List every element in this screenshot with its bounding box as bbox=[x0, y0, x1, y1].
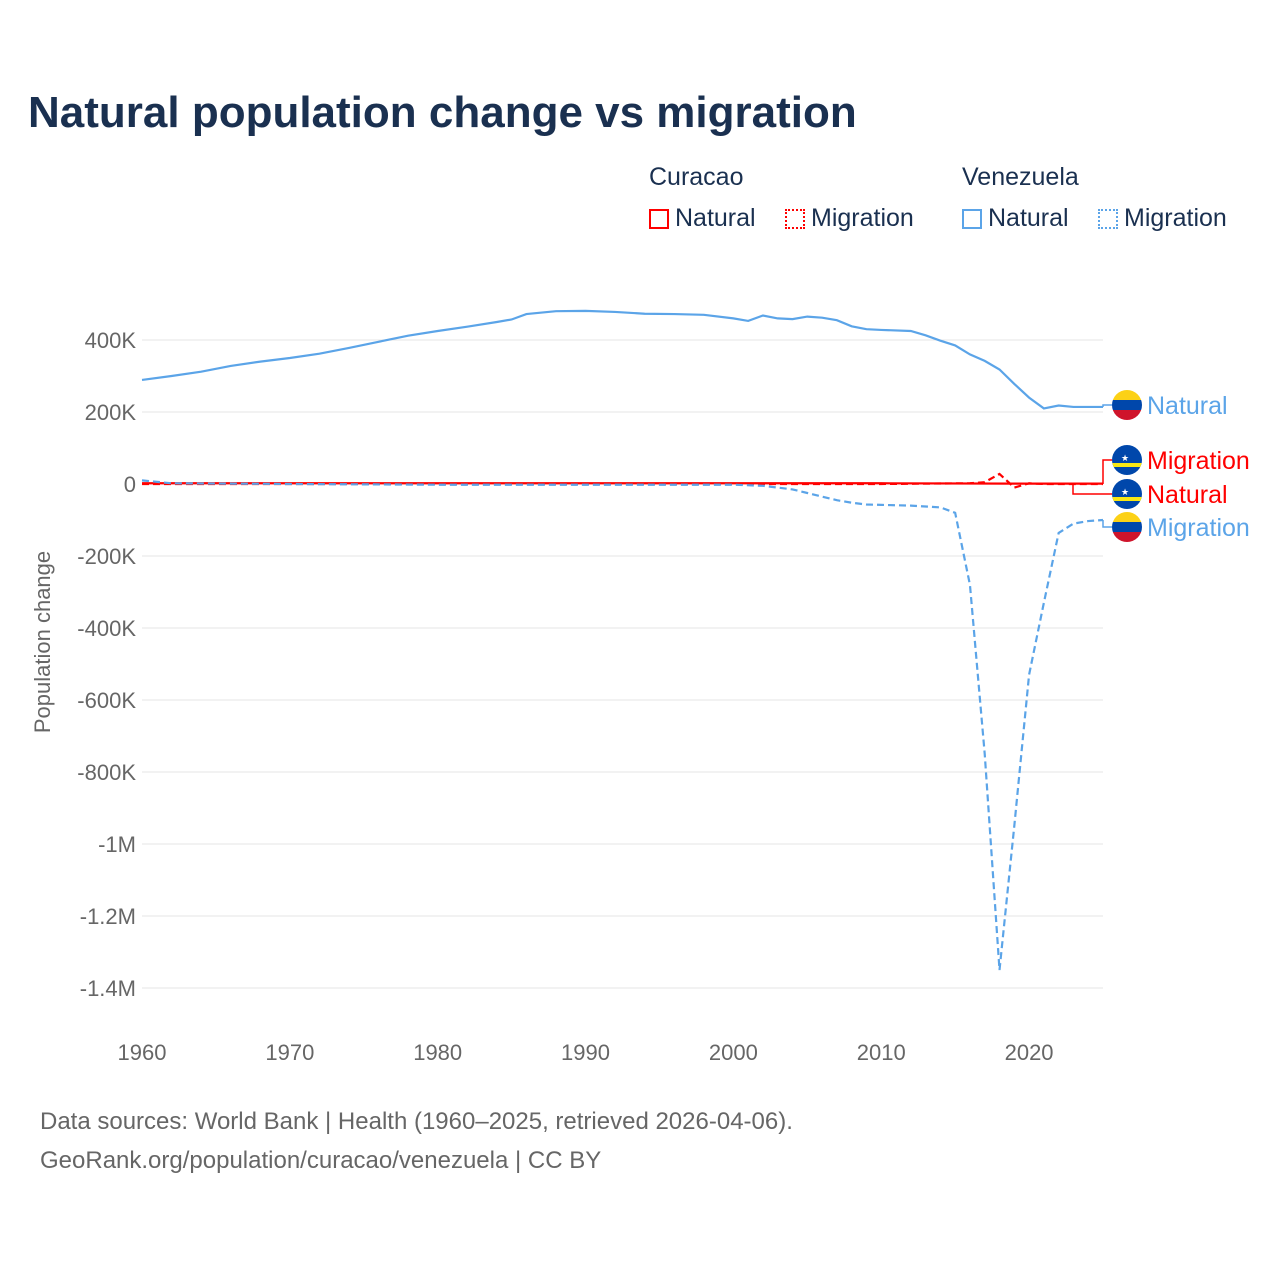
legend-item-venezuela-natural[interactable]: Natural bbox=[962, 204, 1069, 233]
series-end-label: Migration bbox=[1147, 447, 1250, 475]
y-tick-label: -1.2M bbox=[80, 904, 136, 929]
y-tick-label: -200K bbox=[77, 544, 136, 569]
legend-group-venezuela: Venezuela bbox=[962, 163, 1079, 191]
legend-swatch bbox=[649, 209, 669, 229]
y-tick-label: -400K bbox=[77, 616, 136, 641]
venezuela-flag-icon bbox=[1112, 512, 1142, 542]
y-tick-label: -800K bbox=[77, 760, 136, 785]
y-tick-label: -1M bbox=[98, 832, 136, 857]
y-tick-label: 200K bbox=[85, 400, 137, 425]
legend-swatch bbox=[1098, 209, 1118, 229]
legend-label: Migration bbox=[1124, 204, 1227, 232]
y-tick-label: 0 bbox=[124, 472, 136, 497]
plot-area: 400K 200K 0 -200K -400K -600K -800K -1M -1.2M -1.… bbox=[30, 309, 1250, 1065]
chart-title: Natural population change vs migration bbox=[28, 88, 857, 137]
x-tick-label: 1960 bbox=[118, 1040, 167, 1065]
label-connector bbox=[1102, 459, 1112, 484]
legend-item-venezuela-migration[interactable]: Migration bbox=[1098, 204, 1227, 233]
svg-text:★: ★ bbox=[1121, 487, 1129, 497]
x-tick-label: 2010 bbox=[857, 1040, 906, 1065]
legend-swatch bbox=[962, 209, 982, 229]
footer-sources: Data sources: World Bank | Health (1960–… bbox=[40, 1108, 793, 1135]
x-tick-label: 2000 bbox=[709, 1040, 758, 1065]
y-tick-label: -1.4M bbox=[80, 976, 136, 1001]
y-axis-label: Population change bbox=[30, 551, 55, 733]
curacao-flag-icon: ★ bbox=[1112, 445, 1142, 475]
curacao-flag-icon: ★ bbox=[1112, 479, 1142, 509]
legend-label: Natural bbox=[988, 204, 1069, 232]
x-tick-label: 2020 bbox=[1005, 1040, 1054, 1065]
y-tick-label: 400K bbox=[85, 328, 137, 353]
series-line-venezuela-natural bbox=[141, 309, 1103, 410]
series-line-curacao-migration bbox=[142, 472, 1103, 489]
series-end-label: Natural bbox=[1147, 392, 1228, 420]
footer-link[interactable]: GeoRank.org/population/curacao/venezuela… bbox=[40, 1147, 602, 1174]
legend-label: Natural bbox=[675, 204, 756, 232]
legend-label: Migration bbox=[811, 204, 914, 232]
label-connector bbox=[1102, 404, 1112, 407]
label-connector bbox=[1072, 483, 1112, 495]
venezuela-flag-icon bbox=[1112, 390, 1142, 420]
label-connector bbox=[1102, 520, 1112, 528]
legend-item-curacao-migration[interactable]: Migration bbox=[785, 204, 914, 233]
legend-group-curacao: Curacao bbox=[649, 163, 744, 191]
series-end-label: Natural bbox=[1147, 481, 1228, 509]
x-tick-label: 1970 bbox=[265, 1040, 314, 1065]
x-tick-label: 1980 bbox=[413, 1040, 462, 1065]
series-line-venezuela-migration bbox=[141, 479, 1104, 971]
x-tick-label: 1990 bbox=[561, 1040, 610, 1065]
legend-item-curacao-natural[interactable]: Natural bbox=[649, 204, 756, 233]
svg-text:★: ★ bbox=[1121, 453, 1129, 463]
legend-swatch bbox=[785, 209, 805, 229]
series-end-label: Migration bbox=[1147, 514, 1250, 542]
y-tick-label: -600K bbox=[77, 688, 136, 713]
